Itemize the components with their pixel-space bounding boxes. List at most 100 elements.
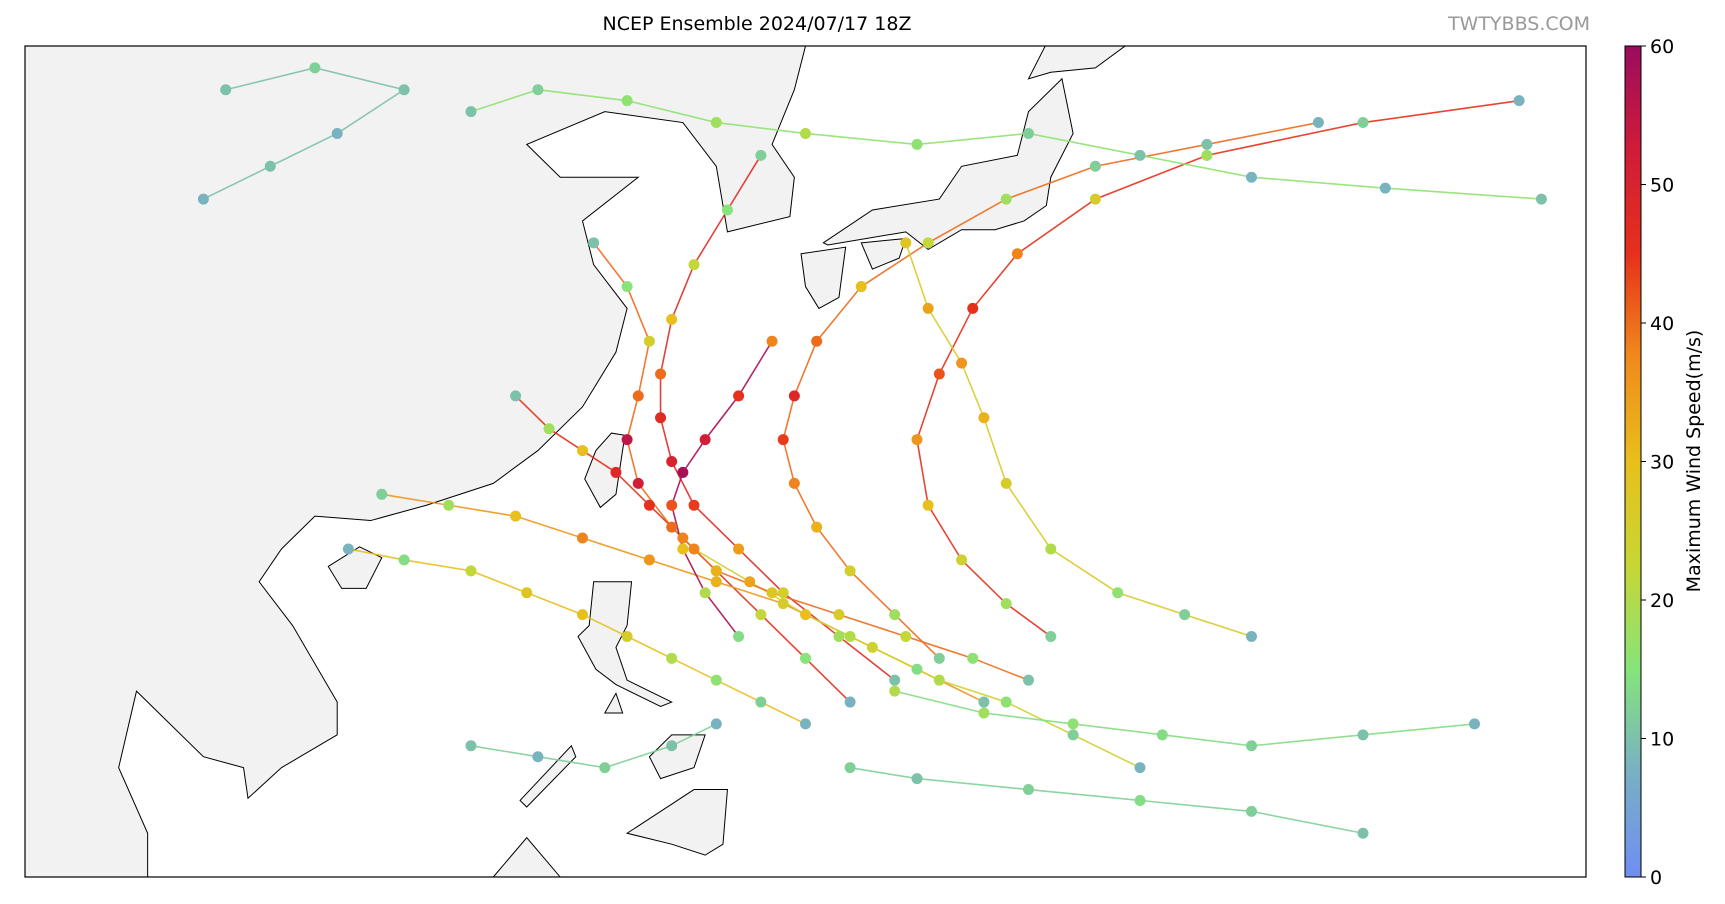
track-point: [710, 576, 722, 588]
track-point: [677, 466, 689, 478]
track-point: [1089, 160, 1101, 172]
track-point: [588, 237, 600, 249]
track-point: [376, 488, 388, 500]
track-point: [811, 335, 823, 347]
track-line: [916, 99, 1520, 638]
track-point: [521, 587, 533, 599]
track-point: [788, 477, 800, 489]
land-shape: [822, 77, 1074, 250]
track-point: [777, 587, 789, 599]
track-point: [933, 652, 945, 664]
track-point: [643, 499, 655, 511]
track-point: [655, 368, 667, 380]
track-point: [844, 630, 856, 642]
track-point: [710, 674, 722, 686]
track-point: [1201, 149, 1213, 161]
track-point: [755, 696, 767, 708]
track-point: [911, 663, 923, 675]
colorbar-tick-label: 10: [1650, 729, 1674, 751]
track-point: [599, 762, 611, 774]
map-frame: [24, 45, 1587, 878]
track-point: [465, 740, 477, 752]
track-point: [398, 554, 410, 566]
track-line: [515, 395, 851, 703]
colorbar-tick-label: 0: [1650, 867, 1662, 889]
track-point: [688, 499, 700, 511]
track-point: [933, 368, 945, 380]
track-point: [1023, 127, 1034, 139]
track-point: [889, 685, 901, 697]
track-point: [643, 554, 655, 566]
track-point: [465, 106, 477, 118]
track-point: [1011, 248, 1023, 260]
track-point: [1000, 477, 1012, 489]
track-point: [666, 740, 678, 752]
track-point: [1067, 718, 1079, 730]
track-point: [1089, 193, 1101, 205]
track-point: [866, 641, 878, 653]
track-point: [688, 259, 700, 271]
track-point: [1000, 598, 1012, 610]
land-shape: [1027, 46, 1126, 80]
track-point: [777, 434, 789, 446]
land-shape: [492, 836, 561, 877]
tracks: [197, 62, 1547, 839]
track-point: [733, 390, 745, 402]
track-point: [510, 510, 522, 522]
track-point: [844, 696, 856, 708]
track-point: [855, 281, 867, 293]
track-line: [849, 766, 1364, 835]
track-point: [844, 762, 856, 774]
track-point: [342, 543, 354, 555]
track-point: [721, 204, 733, 216]
track-point: [1134, 794, 1146, 806]
track-line: [782, 121, 1319, 659]
track-point: [1312, 117, 1324, 129]
land-shape: [800, 246, 847, 310]
track-point: [1023, 784, 1034, 796]
track-point: [967, 652, 979, 664]
track-point: [331, 127, 343, 139]
track-point: [1357, 729, 1369, 741]
track-point: [677, 532, 689, 544]
land-shape: [25, 46, 806, 877]
track-point: [833, 609, 845, 621]
track-point: [666, 499, 678, 511]
track-point: [1134, 762, 1146, 774]
track-point: [1201, 138, 1213, 150]
track-point: [889, 674, 901, 686]
track-point: [666, 521, 678, 533]
track-point: [666, 313, 678, 325]
track-point: [1067, 729, 1079, 741]
track-point: [922, 499, 934, 511]
track-point: [655, 412, 667, 424]
track-point: [844, 565, 856, 577]
track-point: [956, 554, 968, 566]
track-point: [978, 696, 990, 708]
track-point: [577, 445, 588, 457]
track-point: [911, 773, 923, 785]
track-point: [978, 707, 990, 719]
track-point: [1535, 193, 1547, 205]
colorbar-tick-label: 40: [1650, 313, 1674, 335]
track-point: [309, 62, 321, 74]
track-point: [220, 84, 232, 96]
track-point: [643, 335, 655, 347]
track-point: [1469, 718, 1480, 730]
track-point: [800, 609, 811, 621]
track-point: [788, 390, 800, 402]
track-point: [900, 237, 912, 249]
track-point: [666, 456, 678, 467]
track-point: [197, 193, 209, 205]
colorbar-tick-label: 30: [1650, 452, 1674, 474]
track-point: [911, 434, 923, 446]
track-point: [632, 477, 644, 489]
track-point: [532, 751, 544, 763]
track-point: [666, 652, 678, 664]
track-point: [621, 434, 633, 446]
track-point: [956, 357, 968, 369]
chart-title: NCEP Ensemble 2024/07/17 18Z: [603, 13, 912, 35]
track-point: [777, 598, 789, 610]
colorbar-tick-label: 60: [1650, 36, 1674, 58]
